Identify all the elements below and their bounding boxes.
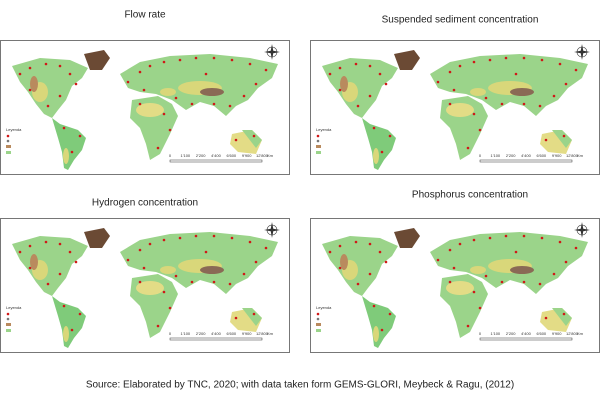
legend-dot bbox=[316, 134, 320, 138]
map-panel: Leyenda 0 1'100 2'200 4'400 6'600 9'900 12'800 K… bbox=[310, 218, 600, 353]
scale-label: 0 bbox=[479, 331, 482, 336]
scale-bar bbox=[169, 337, 263, 341]
legend-swatch bbox=[316, 145, 321, 148]
panel-title: Phosphorus concentration bbox=[412, 190, 528, 201]
legend-dot bbox=[316, 317, 320, 321]
scale-label: 1'100 bbox=[180, 153, 190, 158]
scale-label: 1'100 bbox=[180, 331, 190, 336]
map-panel: Leyenda 0 1'100 2'200 4'400 6'600 9'900 12'800 K… bbox=[0, 218, 290, 353]
legend-heading: Leyenda bbox=[6, 127, 22, 132]
legend-dot bbox=[6, 139, 10, 143]
scale-label: Km bbox=[267, 153, 274, 158]
scale-label: Km bbox=[577, 331, 584, 336]
scale-bar bbox=[479, 159, 573, 163]
scale-bar bbox=[169, 159, 263, 163]
compass-star bbox=[264, 44, 280, 60]
scale-label: 12'800 bbox=[566, 331, 579, 336]
map-panel: Leyenda 0 1'100 2'200 4'400 6'600 9'900 12'800 K… bbox=[0, 40, 290, 175]
scale-label: 1'100 bbox=[490, 153, 500, 158]
compass-star bbox=[574, 44, 590, 60]
legend-heading: Leyenda bbox=[6, 305, 22, 310]
scale-label: 12'800 bbox=[566, 153, 579, 158]
panel-title: Flow rate bbox=[124, 10, 166, 21]
legend-heading: Leyenda bbox=[316, 305, 332, 310]
legend-swatch bbox=[316, 151, 321, 154]
legend-swatch bbox=[6, 151, 11, 154]
scale-label: 4'400 bbox=[521, 153, 531, 158]
panel-title: Hydrogen concentration bbox=[92, 198, 198, 209]
scale-label: 6'600 bbox=[226, 153, 236, 158]
scale-label: 2'200 bbox=[196, 331, 206, 336]
panel-title: Suspended sediment concentration bbox=[382, 15, 539, 26]
scale-label: 0 bbox=[479, 153, 482, 158]
scale-bar bbox=[479, 337, 573, 341]
scale-label: 2'200 bbox=[506, 331, 516, 336]
legend-swatch bbox=[6, 323, 11, 326]
scale-label: 9'900 bbox=[552, 331, 562, 336]
scale-label: 12'800 bbox=[256, 331, 269, 336]
source-caption: Source: Elaborated by TNC, 2020; with da… bbox=[86, 380, 514, 391]
scale-label: 1'100 bbox=[490, 331, 500, 336]
legend-dot bbox=[316, 312, 320, 316]
scale-label: 4'400 bbox=[211, 153, 221, 158]
scale-label: 6'600 bbox=[226, 331, 236, 336]
scale-label: 9'900 bbox=[552, 153, 562, 158]
compass-star bbox=[264, 222, 280, 238]
scale-label: 2'200 bbox=[196, 153, 206, 158]
scale-label: 2'200 bbox=[506, 153, 516, 158]
legend-swatch bbox=[316, 329, 321, 332]
scale-label: Km bbox=[267, 331, 274, 336]
map-panel: Leyenda 0 1'100 2'200 4'400 6'600 9'900 12'800 K… bbox=[310, 40, 600, 175]
legend-dot bbox=[6, 312, 10, 316]
scale-label: 12'800 bbox=[256, 153, 269, 158]
legend-swatch bbox=[316, 323, 321, 326]
legend-swatch bbox=[6, 145, 11, 148]
legend-swatch bbox=[6, 329, 11, 332]
scale-label: 9'900 bbox=[242, 331, 252, 336]
legend-dot bbox=[316, 139, 320, 143]
scale-label: 6'600 bbox=[536, 331, 546, 336]
scale-label: 6'600 bbox=[536, 153, 546, 158]
compass-star bbox=[574, 222, 590, 238]
legend-dot bbox=[6, 134, 10, 138]
scale-label: 0 bbox=[169, 331, 172, 336]
legend-heading: Leyenda bbox=[316, 127, 332, 132]
legend-dot bbox=[6, 317, 10, 321]
scale-label: 0 bbox=[169, 153, 172, 158]
scale-label: 9'900 bbox=[242, 153, 252, 158]
scale-label: 4'400 bbox=[211, 331, 221, 336]
scale-label: 4'400 bbox=[521, 331, 531, 336]
scale-label: Km bbox=[577, 153, 584, 158]
